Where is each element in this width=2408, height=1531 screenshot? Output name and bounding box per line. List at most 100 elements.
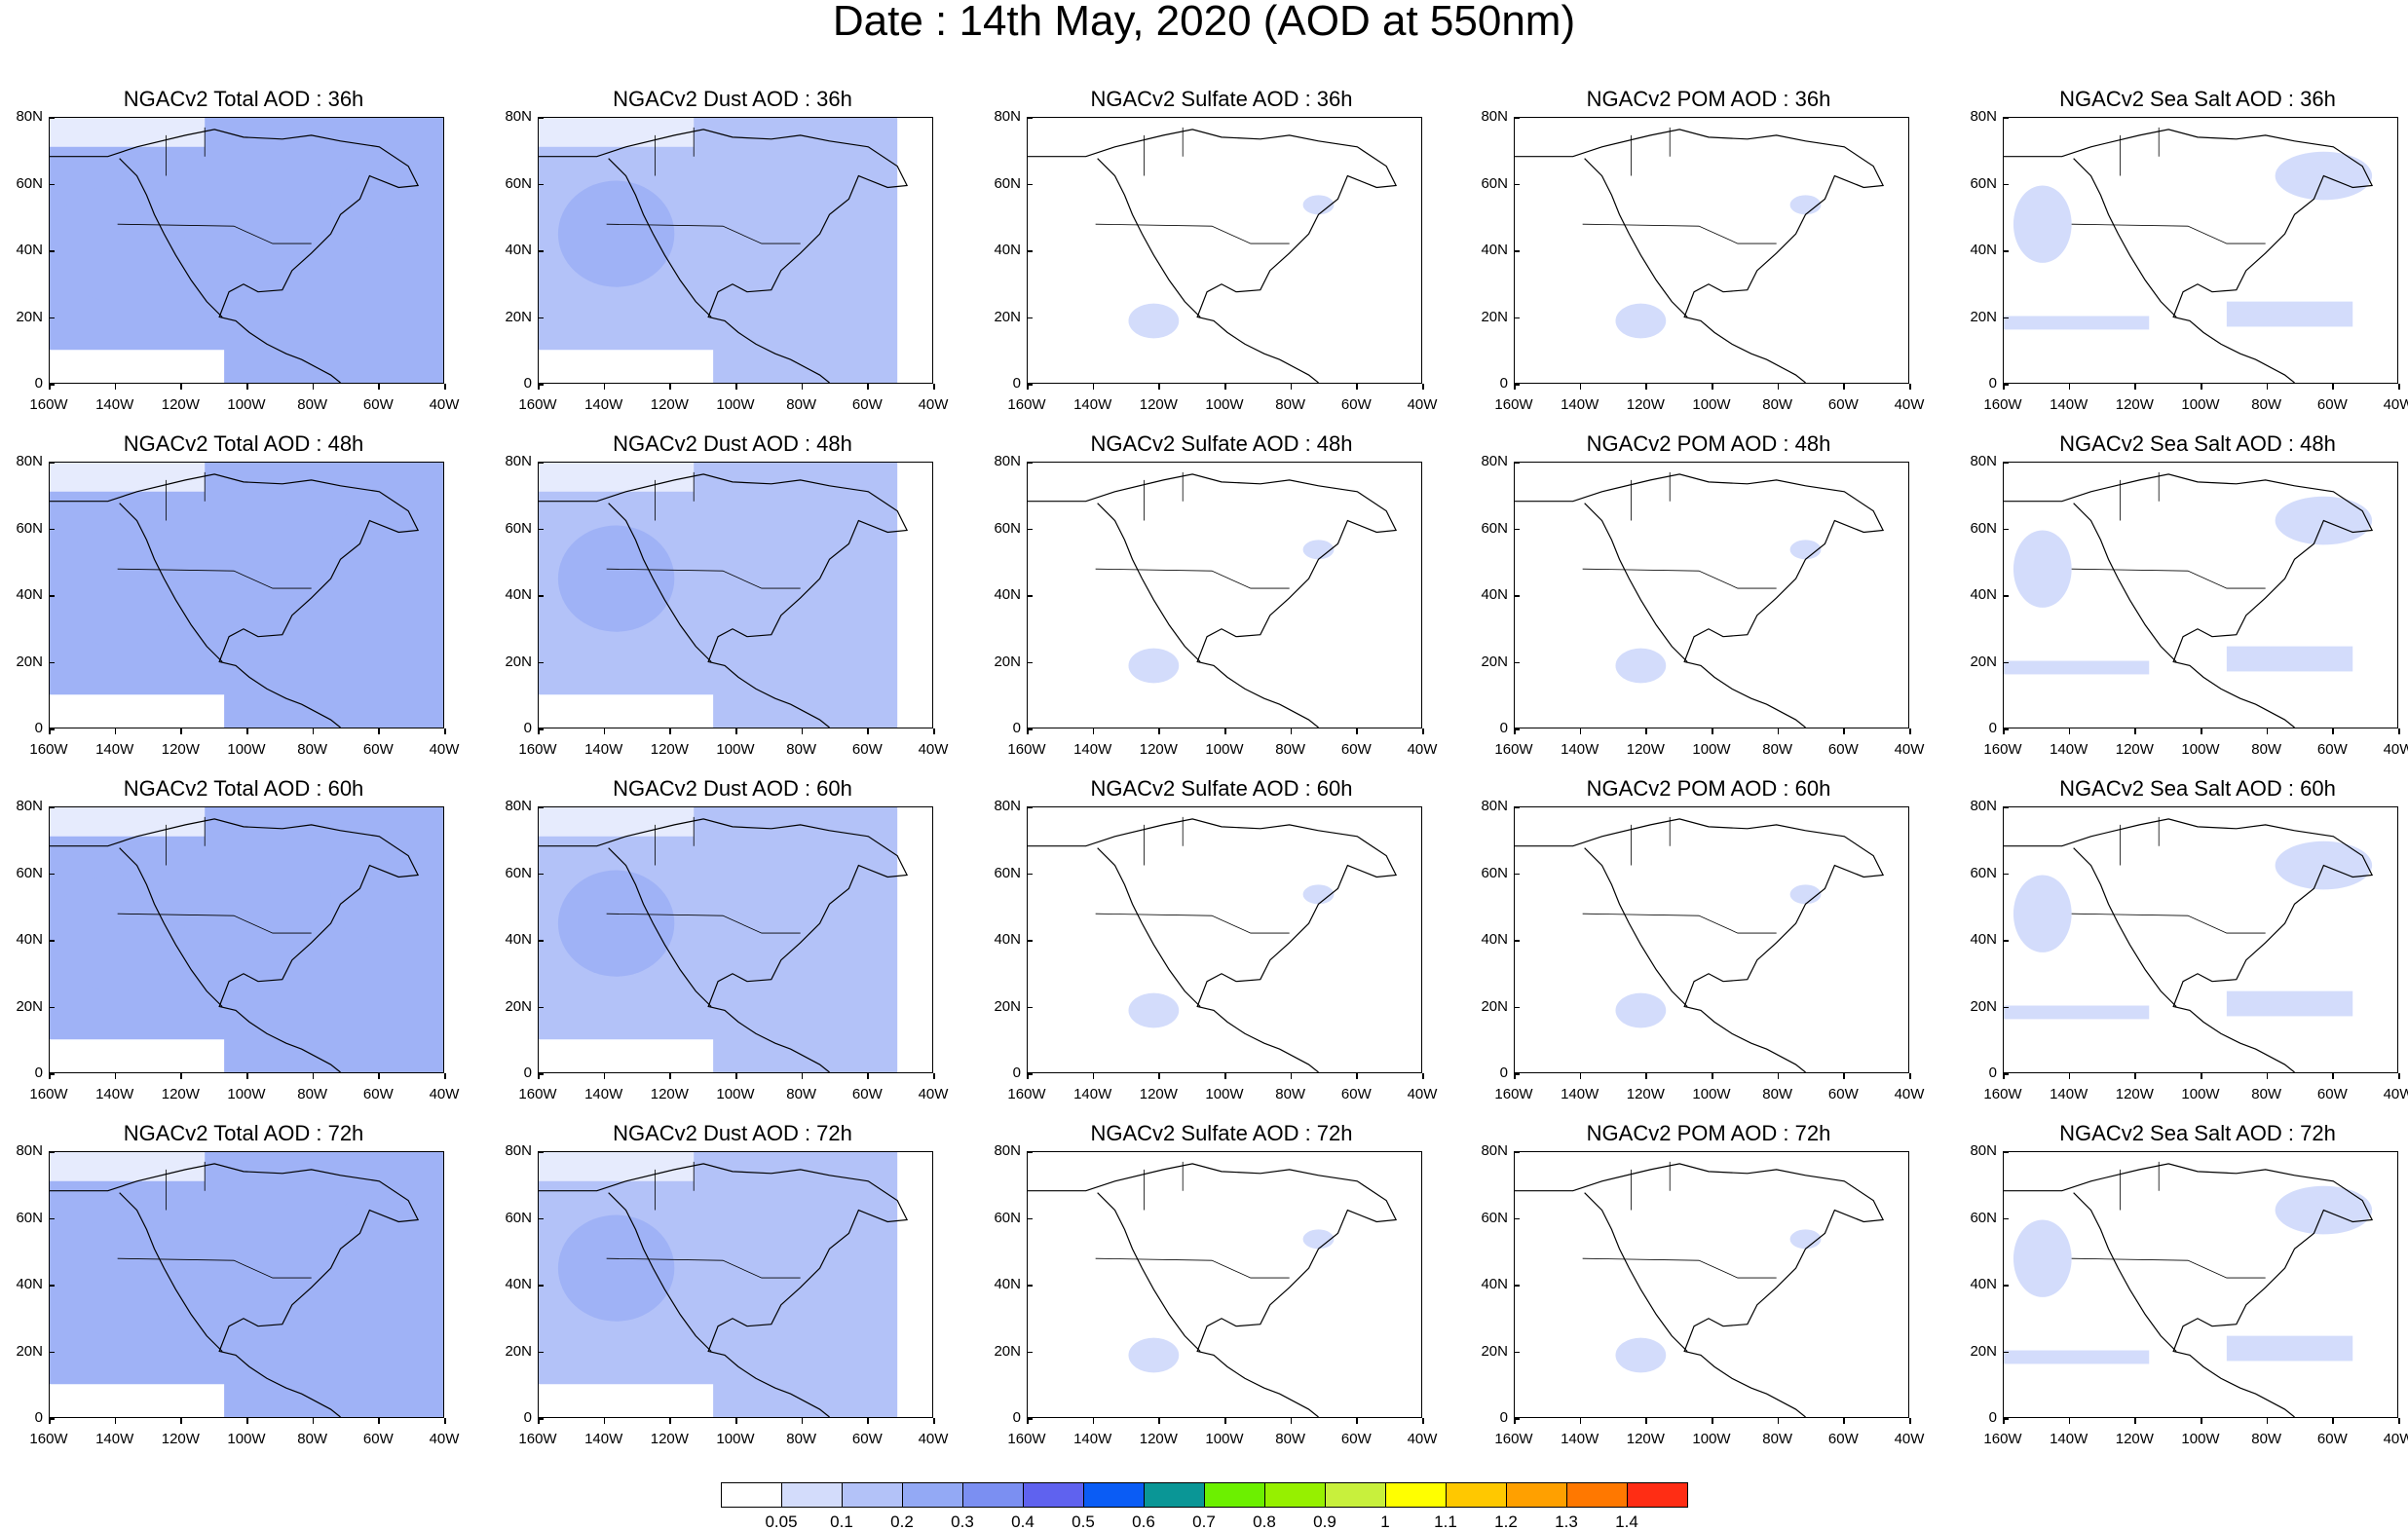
lon-tick [603, 1073, 606, 1079]
lat-tick [1514, 595, 1520, 597]
lon-tick-label: 100W [1692, 1086, 1731, 1102]
lon-tick [603, 1418, 606, 1424]
lon-tick-label: 60W [1340, 1086, 1372, 1102]
lat-tick-label: 40N [994, 931, 1021, 948]
lon-tick [49, 384, 51, 390]
lat-tick [1514, 462, 1520, 464]
lon-tick [2201, 728, 2202, 734]
lon-tick [378, 1073, 380, 1079]
lat-tick [1514, 1151, 1520, 1153]
coastline [1515, 129, 1885, 383]
lon-tick [1712, 384, 1713, 390]
coastline [2004, 129, 2374, 383]
lat-tick-label: 20N [1970, 653, 1997, 670]
lat-tick [2003, 317, 2009, 318]
country-border [1582, 816, 1777, 934]
lon-tick-label: 140W [2050, 396, 2088, 413]
aod-shading [539, 118, 932, 383]
lon-tick-label: 60W [1340, 741, 1372, 758]
map-svg [1515, 471, 1885, 728]
lat-tick [538, 873, 544, 875]
map-panel: NGACv2 Dust AOD : 60h 80N 60N 40N 20N 0 160W 1… [489, 777, 976, 1108]
lon-tick [1422, 1418, 1424, 1424]
country-border [1095, 471, 1290, 589]
lon-tick [1027, 728, 1029, 734]
map-plot-area [2003, 806, 2398, 1073]
map-svg [539, 807, 932, 1072]
lat-tick-label: 60N [994, 174, 1021, 192]
lon-tick-label: 140W [1561, 741, 1599, 758]
lat-tick-label: 80N [1970, 453, 1997, 469]
lon-tick [1712, 1418, 1713, 1424]
lon-tick-label: 100W [1205, 396, 1244, 413]
lon-tick [1777, 1073, 1780, 1079]
lat-tick [2003, 873, 2009, 875]
lon-tick-label: 40W [1894, 1431, 1925, 1447]
aod-shading [539, 1152, 932, 1417]
lat-tick [2003, 384, 2009, 386]
panel-title: NGACv2 Sulfate AOD : 36h [1090, 87, 1353, 111]
lon-tick-label: 80W [297, 396, 328, 413]
lon-tick-label: 40W [429, 741, 460, 758]
lon-tick-label: 120W [650, 396, 689, 413]
aod-shading [2004, 1185, 2373, 1364]
lon-tick [246, 384, 248, 390]
coastline [1028, 818, 1398, 1072]
lat-tick-label: 60N [1481, 864, 1508, 881]
lat-tick [1514, 1418, 1520, 1420]
lon-tick-label: 60W [1340, 396, 1372, 413]
lat-tick [538, 1006, 544, 1008]
lat-tick-label: 0 [34, 720, 43, 736]
lon-tick [538, 1073, 540, 1079]
lon-tick [735, 1418, 737, 1424]
lat-tick-label: 0 [1988, 1064, 1997, 1081]
lon-tick-label: 160W [29, 1086, 68, 1102]
map-svg [50, 807, 443, 1072]
map-svg [1515, 816, 1885, 1072]
coastline-west [119, 503, 223, 662]
coastline-west [2073, 503, 2177, 662]
map-plot-area [1514, 117, 1909, 384]
lon-tick [2003, 728, 2005, 734]
lon-tick [1514, 1418, 1516, 1424]
lat-tick [538, 317, 544, 318]
country-border [606, 127, 801, 244]
lon-tick-label: 100W [227, 1086, 266, 1102]
lon-tick-label: 80W [1762, 396, 1793, 413]
lon-tick-label: 140W [1561, 396, 1599, 413]
lon-tick [1092, 384, 1095, 390]
panel-title: NGACv2 Sulfate AOD : 48h [1090, 431, 1353, 456]
lat-tick-label: 60N [505, 519, 532, 537]
lon-tick [378, 728, 380, 734]
coastline-west [1097, 503, 1201, 662]
lat-tick-label: 40N [1481, 242, 1508, 258]
coastline [50, 473, 420, 728]
coastline-west [1097, 847, 1201, 1007]
map-plot-area [538, 462, 933, 728]
aod-shading [50, 118, 443, 383]
lon-tick [1290, 728, 1293, 734]
lon-tick [2068, 1418, 2071, 1424]
lon-tick-label: 40W [429, 396, 460, 413]
lat-tick [49, 806, 55, 808]
panel-title: NGACv2 Total AOD : 48h [123, 431, 364, 456]
lat-tick [1027, 317, 1033, 318]
lat-tick-label: 0 [1988, 720, 1997, 736]
map-panel: NGACv2 POM AOD : 60h 80N 60N 40N 20N 0 160W 14… [1465, 777, 1952, 1108]
lat-tick [538, 1073, 544, 1075]
coastline [1028, 1163, 1398, 1417]
lat-tick-label: 20N [1970, 1342, 1997, 1360]
lon-tick [114, 384, 117, 390]
lon-tick [1092, 1418, 1095, 1424]
map-panel: NGACv2 POM AOD : 72h 80N 60N 40N 20N 0 160W 14… [1465, 1122, 1952, 1453]
lon-tick [2201, 1073, 2202, 1079]
lat-tick-label: 60N [16, 1209, 43, 1226]
lon-tick-label: 120W [1139, 1431, 1178, 1447]
lon-tick-label: 160W [518, 1431, 557, 1447]
coastline-west [1584, 503, 1688, 662]
lon-tick-label: 140W [95, 741, 134, 758]
lon-tick [1356, 1418, 1358, 1424]
lat-tick-label: 40N [1481, 1276, 1508, 1292]
lon-tick [1777, 384, 1780, 390]
lat-tick-label: 20N [505, 997, 532, 1015]
